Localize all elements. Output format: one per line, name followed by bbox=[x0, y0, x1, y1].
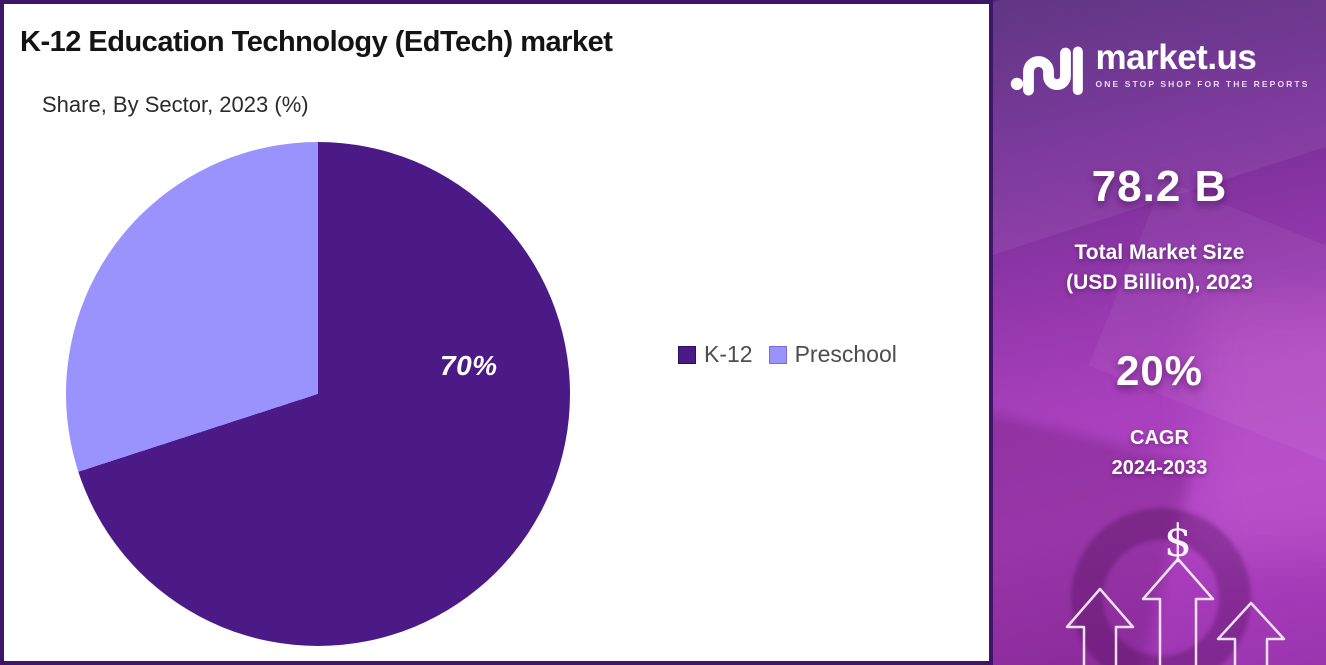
brand-logo-name: market.us bbox=[1095, 38, 1257, 77]
chart-title: K-12 Education Technology (EdTech) marke… bbox=[20, 26, 613, 58]
chart-subtitle: Share, By Sector, 2023 (%) bbox=[42, 92, 309, 117]
growth-arrows-icon bbox=[1065, 557, 1286, 665]
legend-item-preschool: Preschool bbox=[768, 341, 897, 368]
dollar-icon: $ bbox=[1164, 516, 1192, 567]
brand-sidebar: market.us ONE STOP SHOP FOR THE REPORTS … bbox=[993, 0, 1326, 665]
market-size-value: 78.2 B bbox=[1091, 162, 1228, 211]
chart-panel: K-12 Education Technology (EdTech) marke… bbox=[0, 0, 993, 665]
pie-chart bbox=[66, 142, 570, 646]
legend-item-k12: K-12 bbox=[678, 341, 753, 368]
legend-swatch-preschool bbox=[768, 345, 787, 364]
cagr-value: 20% bbox=[1115, 346, 1204, 394]
legend-label-preschool: Preschool bbox=[794, 341, 897, 367]
cagr-label: CAGR 2024-2033 bbox=[1111, 426, 1208, 479]
brand-logo-tagline: ONE STOP SHOP FOR THE REPORTS bbox=[1095, 79, 1310, 89]
market-size-label: Total Market Size (USD Billion), 2023 bbox=[1066, 241, 1253, 295]
legend: K-12 Preschool bbox=[678, 341, 897, 368]
pie-slice-label-k12: 70% bbox=[440, 350, 498, 381]
marketus-logo-icon bbox=[1010, 46, 1083, 96]
legend-swatch-k12 bbox=[678, 345, 696, 364]
brand-logo: market.us ONE STOP SHOP FOR THE REPORTS bbox=[993, 40, 1326, 98]
legend-label-k12: K-12 bbox=[704, 341, 753, 367]
brand-logo-text-block: market.us ONE STOP SHOP FOR THE REPORTS bbox=[1096, 40, 1310, 89]
